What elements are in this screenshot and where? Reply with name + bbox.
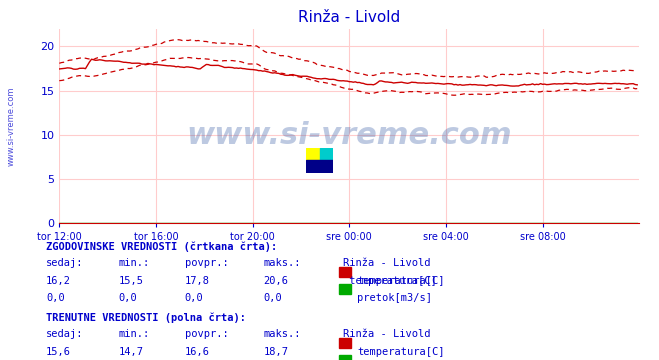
Text: min.:: min.:	[119, 258, 150, 269]
Text: 20,6: 20,6	[264, 276, 289, 286]
Text: 0,0: 0,0	[46, 293, 65, 303]
Text: sedaj:: sedaj:	[46, 329, 84, 339]
Text: temperatura[C]: temperatura[C]	[357, 276, 445, 286]
Title: Rinža - Livold: Rinža - Livold	[298, 10, 401, 25]
Bar	[320, 148, 333, 160]
Text: 16,6: 16,6	[185, 347, 210, 357]
Text: 16,2: 16,2	[46, 276, 71, 286]
Text: www.si-vreme.com: www.si-vreme.com	[186, 121, 512, 150]
Text: Rinža - Livold: Rinža - Livold	[343, 258, 430, 269]
Text: temperatura[C]: temperatura[C]	[357, 347, 445, 357]
Text: www.si-vreme.com: www.si-vreme.com	[7, 86, 16, 166]
Bar	[306, 148, 320, 160]
Text: 0,0: 0,0	[185, 293, 203, 303]
Text: sedaj:: sedaj:	[46, 258, 84, 269]
Text: min.:: min.:	[119, 329, 150, 339]
Text: 14,7: 14,7	[119, 347, 144, 357]
Text: temperatura[C]: temperatura[C]	[343, 276, 436, 286]
Text: 18,7: 18,7	[264, 347, 289, 357]
Text: 0,0: 0,0	[264, 293, 282, 303]
Text: 0,0: 0,0	[119, 293, 137, 303]
Text: maks.:: maks.:	[264, 258, 301, 269]
Text: pretok[m3/s]: pretok[m3/s]	[357, 293, 432, 303]
Text: povpr.:: povpr.:	[185, 329, 228, 339]
Text: maks.:: maks.:	[264, 329, 301, 339]
Text: 15,6: 15,6	[46, 347, 71, 357]
Text: ZGODOVINSKE VREDNOSTI (črtkana črta):: ZGODOVINSKE VREDNOSTI (črtkana črta):	[46, 241, 277, 252]
Text: TRENUTNE VREDNOSTI (polna črta):: TRENUTNE VREDNOSTI (polna črta):	[46, 312, 246, 323]
Text: povpr.:: povpr.:	[185, 258, 228, 269]
Text: 17,8: 17,8	[185, 276, 210, 286]
Polygon shape	[306, 160, 333, 173]
Text: Rinža - Livold: Rinža - Livold	[343, 329, 430, 339]
Text: 15,5: 15,5	[119, 276, 144, 286]
